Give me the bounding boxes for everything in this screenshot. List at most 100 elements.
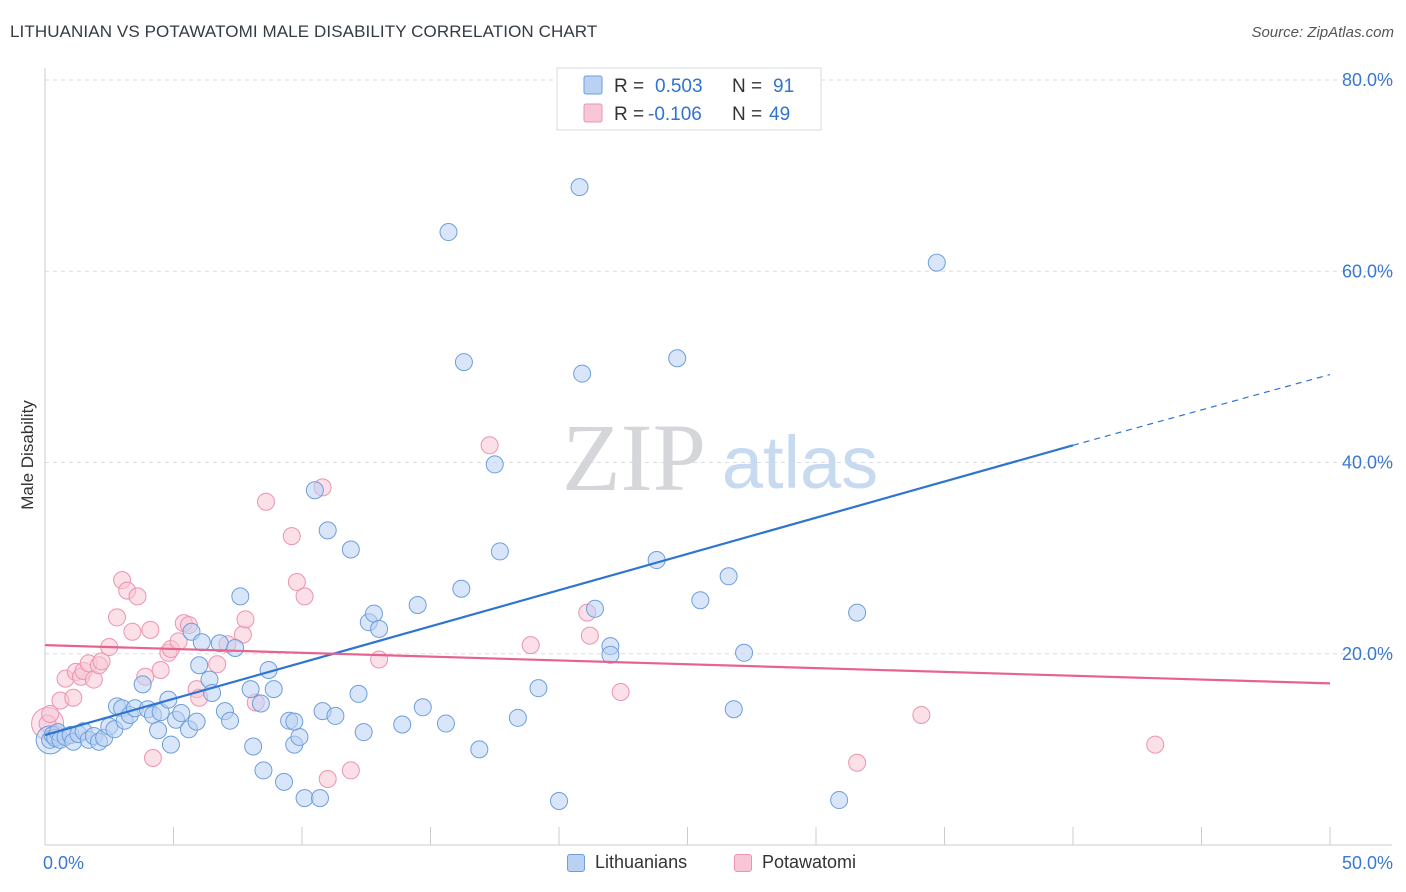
potawatomi-point-35 [257, 492, 276, 511]
watermark-zip: ZIP [562, 404, 706, 511]
lithuanians-point-71 [454, 353, 473, 372]
lithuanians-point-75 [508, 708, 527, 727]
lithuanians-point-39 [221, 711, 240, 730]
lithuanians-point-91 [927, 253, 946, 272]
potawatomi-point-21 [143, 748, 162, 767]
lithuanians-swatch [567, 853, 585, 872]
tick-labels: 20.0% 40.0% 60.0% 80.0% 0.0% 50.0% [43, 70, 1393, 873]
potawatomi-point-5 [64, 688, 83, 707]
legend-swatch-pink [583, 103, 603, 123]
legend-n-label-1: N = [732, 76, 762, 97]
legend-r-value-2: -0.106 [648, 104, 702, 125]
bottom-legend: Lithuanians Potawatomi [0, 852, 1406, 876]
lithuanians-point-88 [735, 643, 754, 662]
x-tick-label-0: 0.0% [43, 853, 84, 873]
potawatomi-point-47 [611, 683, 630, 701]
potawatomi-point-12 [92, 652, 111, 671]
potawatomi-point-17 [123, 622, 142, 641]
lithuanians-point-63 [364, 604, 383, 623]
lithuanians-point-47 [264, 680, 283, 699]
lithuanians-point-73 [485, 455, 504, 474]
y-tick-label-2: 60.0% [1342, 261, 1393, 281]
lithuanians-point-54 [305, 481, 324, 500]
lithuanians-point-52 [285, 712, 304, 731]
lithuanians-point-77 [550, 792, 568, 811]
lithuanians-point-82 [601, 645, 620, 664]
lithuanians-point-42 [244, 737, 263, 756]
lithuanians-point-29 [172, 704, 191, 723]
lithuanians-point-65 [393, 715, 412, 734]
potawatomi-point-40 [318, 770, 337, 789]
lithuanians-point-59 [341, 540, 360, 559]
potawatomi-point-14 [107, 608, 126, 627]
lithuanians-point-90 [848, 603, 867, 622]
lithuanians-point-60 [349, 684, 368, 703]
legend-swatch-blue [583, 75, 603, 95]
lithuanians-point-76 [529, 679, 548, 698]
lithuanians-point-55 [310, 789, 329, 808]
lithuanians-point-57 [318, 521, 337, 540]
chart-title: LITHUANIAN VS POTAWATOMI MALE DISABILITY… [10, 22, 598, 41]
lithuanians-point-68 [436, 714, 455, 733]
legend-r-label-2: R = [614, 104, 644, 125]
lithuanians-point-53 [295, 789, 314, 808]
lithuanians-point-40 [226, 639, 245, 658]
potawatomi-point-48 [848, 753, 867, 772]
source-credit: Source: ZipAtlas.com [1251, 24, 1394, 41]
lithuanians-point-41 [231, 587, 250, 606]
lithuanians-point-34 [192, 633, 211, 652]
lithuanians-point-78 [570, 178, 589, 197]
lithuanians-point-70 [452, 579, 471, 598]
potawatomi-point-1 [41, 704, 60, 723]
potawatomi-point-38 [295, 587, 314, 606]
lithuanians-point-64 [370, 619, 389, 638]
lithuanians-label: Lithuanians [595, 852, 688, 872]
potawatomi-point-33 [236, 610, 255, 629]
potawatomi-point-18 [128, 587, 147, 606]
lithuanians-point-79 [585, 599, 604, 618]
y-tick-label-1: 40.0% [1342, 453, 1393, 473]
lithuanians-point-72 [470, 740, 489, 759]
lithuanians-point-24 [149, 721, 168, 740]
potawatomi-point-41 [341, 761, 360, 780]
legend-r-value-1: 0.503 [655, 76, 703, 97]
axes [44, 68, 1392, 846]
legend-item-potawatomi[interactable]: Potawatomi [734, 852, 856, 873]
lithuanians-point-21 [133, 675, 152, 694]
lithuanians-point-67 [413, 698, 432, 717]
legend-item-lithuanians[interactable]: Lithuanians [567, 852, 687, 873]
lithuanians-point-80 [573, 364, 592, 383]
lithuanians-point-89 [830, 791, 849, 810]
lithuanians-point-27 [161, 735, 180, 754]
lithuanians-point-66 [408, 595, 427, 614]
potawatomi-point-50 [1146, 735, 1165, 754]
lithuanians-point-58 [326, 706, 345, 725]
watermark-atlas: atlas [722, 421, 878, 504]
potawatomi-point-49 [912, 705, 931, 724]
lithuanians-trend-extension [1072, 373, 1331, 446]
potawatomi-point-43 [480, 436, 499, 455]
potawatomi-label: Potawatomi [762, 852, 857, 872]
grid-lines [45, 79, 1392, 655]
potawatomi-point-36 [282, 527, 301, 546]
potawatomi-point-30 [208, 655, 227, 674]
legend-r-label-1: R = [614, 76, 644, 97]
y-tick-label-3: 80.0% [1342, 70, 1393, 90]
y-tick-label-0: 20.0% [1342, 644, 1393, 664]
potawatomi-point-44 [521, 636, 540, 655]
potawatomi-point-20 [141, 620, 160, 639]
lithuanians-point-51 [290, 727, 309, 746]
x-tick-label-1: 50.0% [1342, 853, 1393, 873]
potawatomi-point-37 [287, 573, 306, 592]
lithuanians-point-84 [668, 349, 687, 368]
legend-n-value-1: 91 [773, 76, 794, 97]
lithuanians-point-69 [439, 223, 458, 242]
potawatomi-point-42 [370, 650, 389, 669]
lithuanians-point-86 [719, 567, 738, 586]
potawatomi-point-22 [151, 661, 170, 680]
lithuanians-trend-line [44, 444, 1074, 737]
legend-n-label-2: N = [732, 104, 762, 125]
lithuanians-point-45 [254, 761, 273, 780]
lithuanians-point-87 [724, 700, 743, 719]
